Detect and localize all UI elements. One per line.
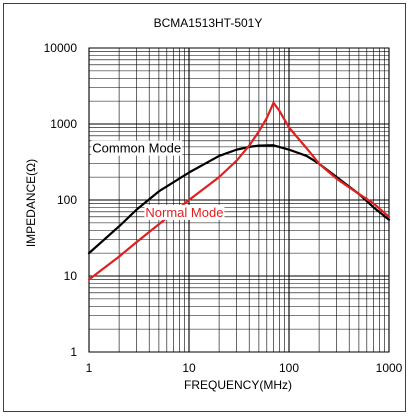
- y-tick-label: 10: [64, 269, 78, 283]
- y-tick-labels: 1 10 100 1000 10000: [44, 41, 78, 359]
- series-line-normal-mode: [87, 101, 391, 281]
- y-tick-label: 1000: [50, 117, 77, 131]
- x-tick-label: 100: [279, 361, 299, 375]
- y-tick-label: 100: [57, 193, 77, 207]
- y-tick-label: 1: [70, 345, 77, 359]
- series-layer: [87, 101, 391, 281]
- x-tick-label: 1000: [376, 361, 403, 375]
- series-label-normal-mode: Normal Mode: [145, 205, 223, 220]
- x-tick-label: 1: [86, 361, 93, 375]
- x-tick-label: 10: [182, 361, 196, 375]
- series-line-common-mode: [87, 144, 391, 255]
- series-labels: Common Mode Normal Mode: [91, 140, 225, 220]
- y-tick-label: 10000: [44, 41, 78, 55]
- plot-border: [88, 47, 390, 353]
- series-label-background: [144, 204, 225, 220]
- x-axis-label: FREQUENCY(MHz): [184, 378, 292, 392]
- chart-title: BCMA1513HT-501Y: [154, 16, 263, 30]
- x-tick-labels: 1 10 100 1000: [86, 361, 403, 375]
- series-label-background: [91, 140, 183, 156]
- series-label-common-mode: Common Mode: [92, 141, 181, 156]
- y-axis-label: IMPEDANCE(Ω): [24, 159, 38, 247]
